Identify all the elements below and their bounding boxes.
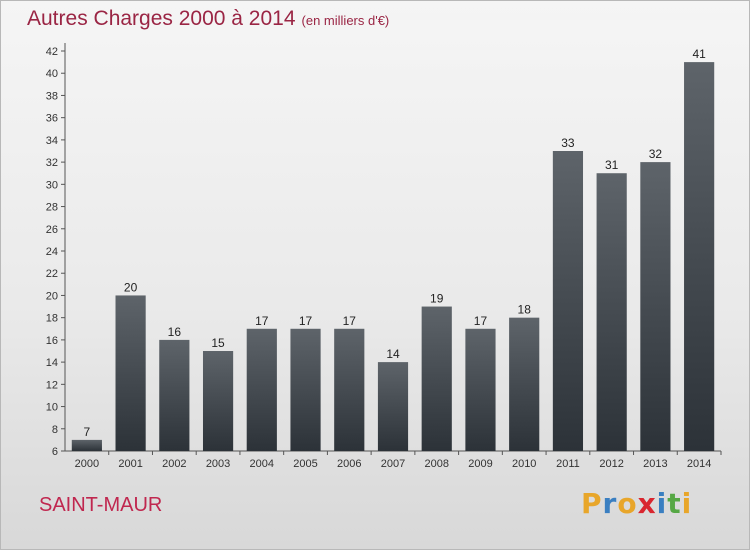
data-label: 15	[211, 336, 225, 350]
data-label: 17	[343, 314, 357, 328]
x-tick-label: 2003	[206, 458, 230, 470]
y-tick-label: 34	[46, 135, 58, 147]
y-tick-label: 18	[46, 313, 58, 325]
y-tick-label: 42	[46, 46, 58, 58]
data-label: 17	[474, 314, 488, 328]
x-tick-label: 2011	[556, 458, 580, 470]
x-tick-label: 2001	[118, 458, 142, 470]
bar	[159, 339, 190, 451]
y-tick-label: 16	[46, 335, 58, 347]
logo-letter: P	[581, 487, 603, 520]
bar	[246, 328, 277, 451]
x-tick-label: 2010	[512, 458, 536, 470]
y-tick-label: 24	[46, 246, 58, 258]
y-tick-label: 22	[46, 268, 58, 280]
bar	[596, 173, 627, 451]
x-tick-label: 2014	[687, 458, 711, 470]
y-tick-label: 10	[46, 402, 58, 414]
chart-subtitle: (en milliers d'€)	[301, 13, 390, 28]
logo-letter: i	[656, 487, 668, 520]
data-label: 7	[84, 425, 91, 439]
title-text: Autres Charges 2000 à 2014	[27, 7, 296, 30]
bar	[377, 362, 409, 451]
bar	[290, 328, 321, 451]
x-tick-label: 2004	[250, 458, 274, 470]
proxiti-logo: Proxiti	[581, 487, 692, 520]
data-label: 31	[605, 158, 619, 172]
data-label: 14	[386, 347, 400, 361]
bar	[115, 295, 146, 451]
y-tick-label: 8	[52, 424, 58, 436]
bar	[421, 306, 452, 451]
logo-letter: o	[617, 487, 638, 520]
data-label: 20	[124, 280, 138, 294]
x-tick-label: 2006	[337, 458, 361, 470]
y-tick-label: 20	[46, 290, 58, 302]
logo-letter: r	[602, 487, 618, 520]
bar	[202, 351, 234, 451]
bar	[684, 62, 715, 451]
bar	[509, 317, 540, 451]
x-tick-label: 2002	[162, 458, 186, 470]
data-label: 19	[430, 292, 444, 306]
x-tick-label: 2000	[75, 458, 99, 470]
data-label: 33	[561, 136, 575, 150]
x-tick-label: 2009	[468, 458, 492, 470]
y-tick-label: 30	[46, 179, 58, 191]
data-label: 17	[299, 314, 313, 328]
data-label: 41	[692, 47, 706, 61]
x-tick-label: 2013	[643, 458, 667, 470]
data-label: 32	[649, 147, 663, 161]
y-tick-label: 26	[46, 224, 58, 236]
bar	[334, 328, 365, 451]
y-tick-label: 38	[46, 90, 58, 102]
y-tick-label: 32	[46, 157, 58, 169]
bar	[465, 328, 496, 451]
y-tick-label: 40	[46, 68, 58, 80]
y-tick-label: 28	[46, 202, 58, 214]
bar	[640, 162, 671, 451]
x-tick-label: 2008	[424, 458, 448, 470]
chart-title: Autres Charges 2000 à 2014 (en milliers d…	[27, 7, 389, 31]
logo-letter: t	[667, 487, 682, 520]
x-tick-label: 2005	[293, 458, 317, 470]
x-tick-label: 2007	[381, 458, 405, 470]
x-tick-label: 2012	[599, 458, 623, 470]
location-label: SAINT-MAUR	[39, 494, 163, 516]
y-tick-label: 14	[46, 357, 58, 369]
bar	[71, 439, 102, 451]
logo-letter: i	[681, 487, 693, 520]
data-label: 18	[518, 303, 532, 317]
y-tick-label: 12	[46, 379, 58, 391]
logo-letter: x	[637, 487, 657, 520]
bar	[552, 151, 584, 451]
data-label: 17	[255, 314, 269, 328]
data-label: 16	[168, 325, 182, 339]
y-tick-label: 36	[46, 113, 58, 125]
y-tick-label: 6	[52, 446, 58, 458]
